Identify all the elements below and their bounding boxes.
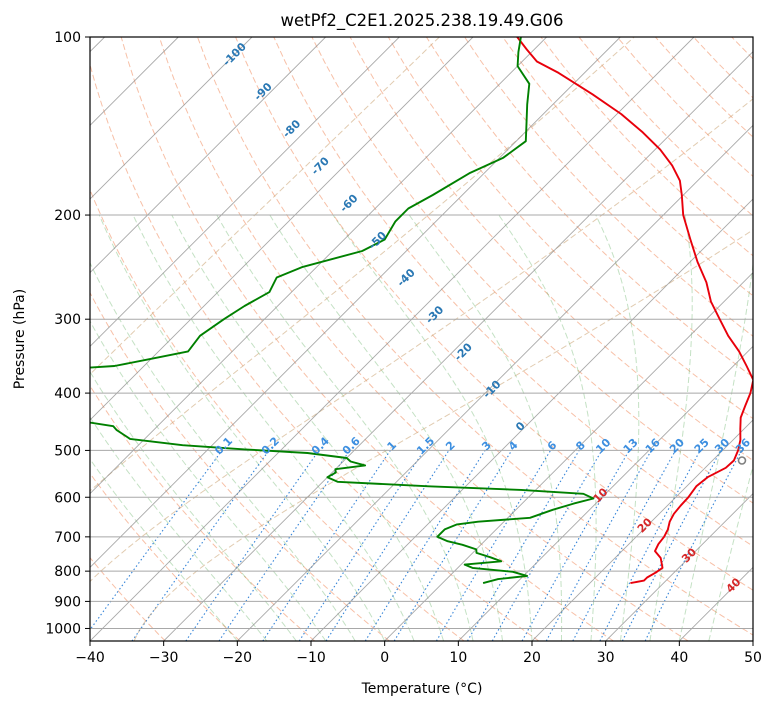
y-tick-label: 500: [54, 443, 81, 459]
y-tick-label: 700: [54, 530, 81, 546]
x-tick-label: 30: [597, 650, 615, 666]
guide-curve-line: [90, 98, 753, 583]
chart-title: wetPf2_C2E1.2025.238.19.49.G06: [280, 11, 563, 31]
x-tick-label: 10: [449, 650, 467, 666]
moist-adiabat-line: [498, 214, 597, 641]
x-tick-label: 50: [744, 650, 762, 666]
mixing-ratio-line: [644, 450, 742, 641]
isotherm-line: [310, 198, 753, 641]
grid: [90, 37, 753, 641]
plot-frame: [89, 36, 754, 642]
dewpoint-profile-line: [90, 37, 595, 585]
y-tick-label: 100: [54, 30, 81, 46]
moist-adiabat-line: [171, 214, 445, 641]
x-tick-label: 20: [523, 650, 541, 666]
mixing-ratio-line: [90, 450, 223, 631]
isotherm-line: [90, 37, 621, 568]
isotherm-line: [531, 419, 753, 641]
dry-adiabat-line: [464, 37, 753, 337]
mixing-ratio-line: [185, 450, 320, 641]
mixing-ratio-line: [545, 450, 652, 641]
moist-adiabat-line: [678, 260, 753, 641]
dry-adiabat-line: [90, 384, 316, 641]
isotherm-line: [458, 345, 753, 641]
isotherm-line: [90, 37, 253, 200]
axes: −40 −30 −20 −10 0 10 20 30 40 50 100 200 300 400 500 60…: [45, 30, 762, 666]
isotherm-line: [90, 37, 547, 495]
mixing-ratio-line: [393, 450, 513, 641]
dry-adiabat-line: [235, 37, 753, 591]
guide-curve-line: [90, 37, 440, 375]
dry-adiabat-line: [90, 472, 241, 641]
isotherm-line: [90, 37, 326, 274]
x-tick-label: −40: [75, 650, 105, 666]
moist-adiabat-line: [90, 320, 327, 641]
y-tick-label: 300: [54, 312, 81, 328]
x-tick-label: −30: [149, 650, 179, 666]
dry-adiabat-line: [90, 188, 465, 641]
x-tick-label: −10: [296, 650, 326, 666]
moist-adiabat-line: [132, 214, 415, 641]
x-tick-label: −20: [223, 650, 253, 666]
dry-adiabat-line: [311, 37, 753, 504]
y-tick-label: 600: [54, 490, 81, 506]
moist-adiabat-line: [332, 214, 533, 641]
isotherm-line: [384, 272, 753, 641]
parcel-marker: [737, 456, 747, 465]
isotherm-line: [605, 493, 753, 641]
moist-adiabat-line: [90, 370, 297, 641]
dry-adiabat-line: [158, 37, 689, 641]
x-tick-label: 40: [670, 650, 688, 666]
dry-adiabat-line: [349, 37, 753, 462]
background-lines: [90, 37, 753, 641]
guide-curve-line: [90, 37, 635, 492]
sounding-series: [90, 37, 753, 585]
x-axis-label: Temperature (°C): [361, 681, 483, 697]
moist-adiabat-line: [708, 464, 753, 641]
moist-adiabat-line: [408, 214, 563, 641]
dry-adiabat-line: [90, 62, 540, 641]
moist-adiabat-line: [90, 458, 238, 641]
moist-adiabat-line: [90, 261, 356, 641]
mixing-ratio-line: [262, 450, 391, 641]
y-tick-label: 1000: [45, 621, 81, 637]
dry-adiabat-line: [90, 291, 390, 641]
isotherm-line: [90, 37, 400, 347]
moist-adiabat-line: [649, 214, 693, 641]
y-tick-label: 900: [54, 594, 81, 610]
moist-adiabat-line: [90, 416, 268, 641]
mixing-ratio-line: [218, 450, 351, 641]
dry-adiabat-line: [273, 37, 753, 547]
isotherm-line: [163, 51, 753, 641]
guide-curve-line: [133, 229, 753, 641]
moist-adiabat-line: [269, 214, 503, 641]
dry-adiabat-line: [502, 37, 753, 297]
temperature-profile-line: [516, 37, 753, 585]
y-tick-label: 800: [54, 564, 81, 580]
isotherm-line: [90, 37, 474, 421]
isotherm-line: [90, 37, 695, 641]
y-axis-label: Pressure (hPa): [12, 289, 28, 389]
mixing-ratio-line: [325, 450, 450, 641]
isotherm-line: [237, 124, 753, 641]
mixing-ratio-line: [298, 450, 425, 641]
mixing-ratio-line: [521, 450, 630, 641]
mixing-ratio-line: [572, 450, 676, 641]
moist-adiabat-line: [595, 214, 640, 641]
dry-adiabat-line: [90, 556, 166, 641]
mixing-ratio-line: [621, 450, 722, 641]
y-tick-label: 200: [54, 208, 81, 224]
x-tick-label: 0: [380, 650, 389, 666]
dry-adiabat-line: [387, 37, 753, 420]
y-tick-label: 400: [54, 386, 81, 402]
moist-adiabat-line: [216, 214, 474, 641]
